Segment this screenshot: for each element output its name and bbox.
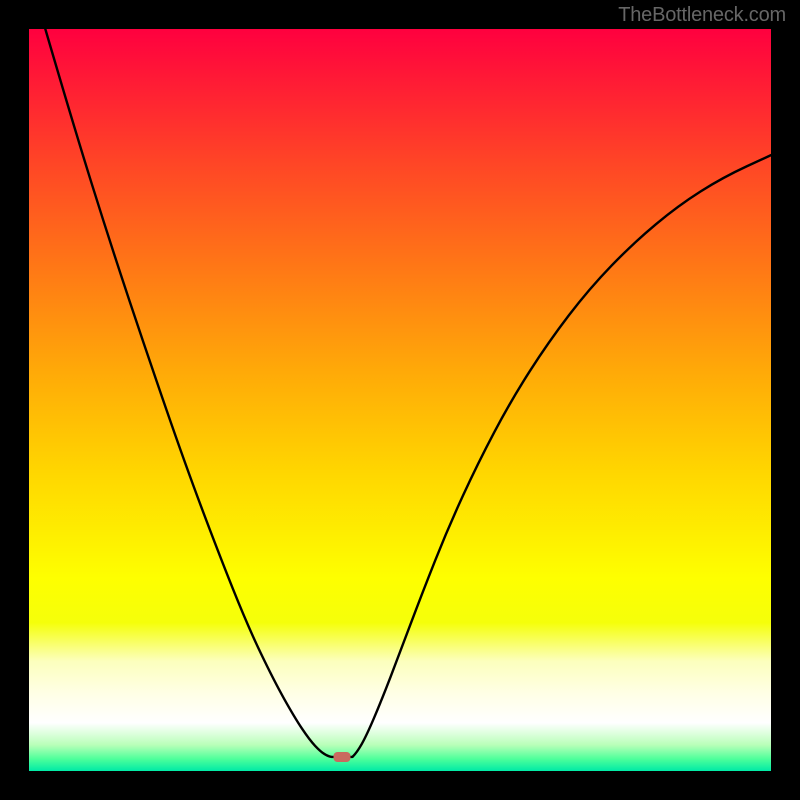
bottleneck-curve-path: [45, 29, 771, 757]
chart-curve-svg: [29, 29, 771, 771]
chart-plot-area: [29, 29, 771, 771]
watermark-text: TheBottleneck.com: [618, 4, 786, 27]
optimum-marker: [334, 752, 351, 762]
